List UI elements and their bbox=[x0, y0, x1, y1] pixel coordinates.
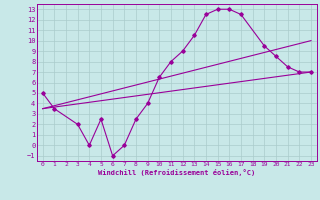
X-axis label: Windchill (Refroidissement éolien,°C): Windchill (Refroidissement éolien,°C) bbox=[98, 169, 255, 176]
